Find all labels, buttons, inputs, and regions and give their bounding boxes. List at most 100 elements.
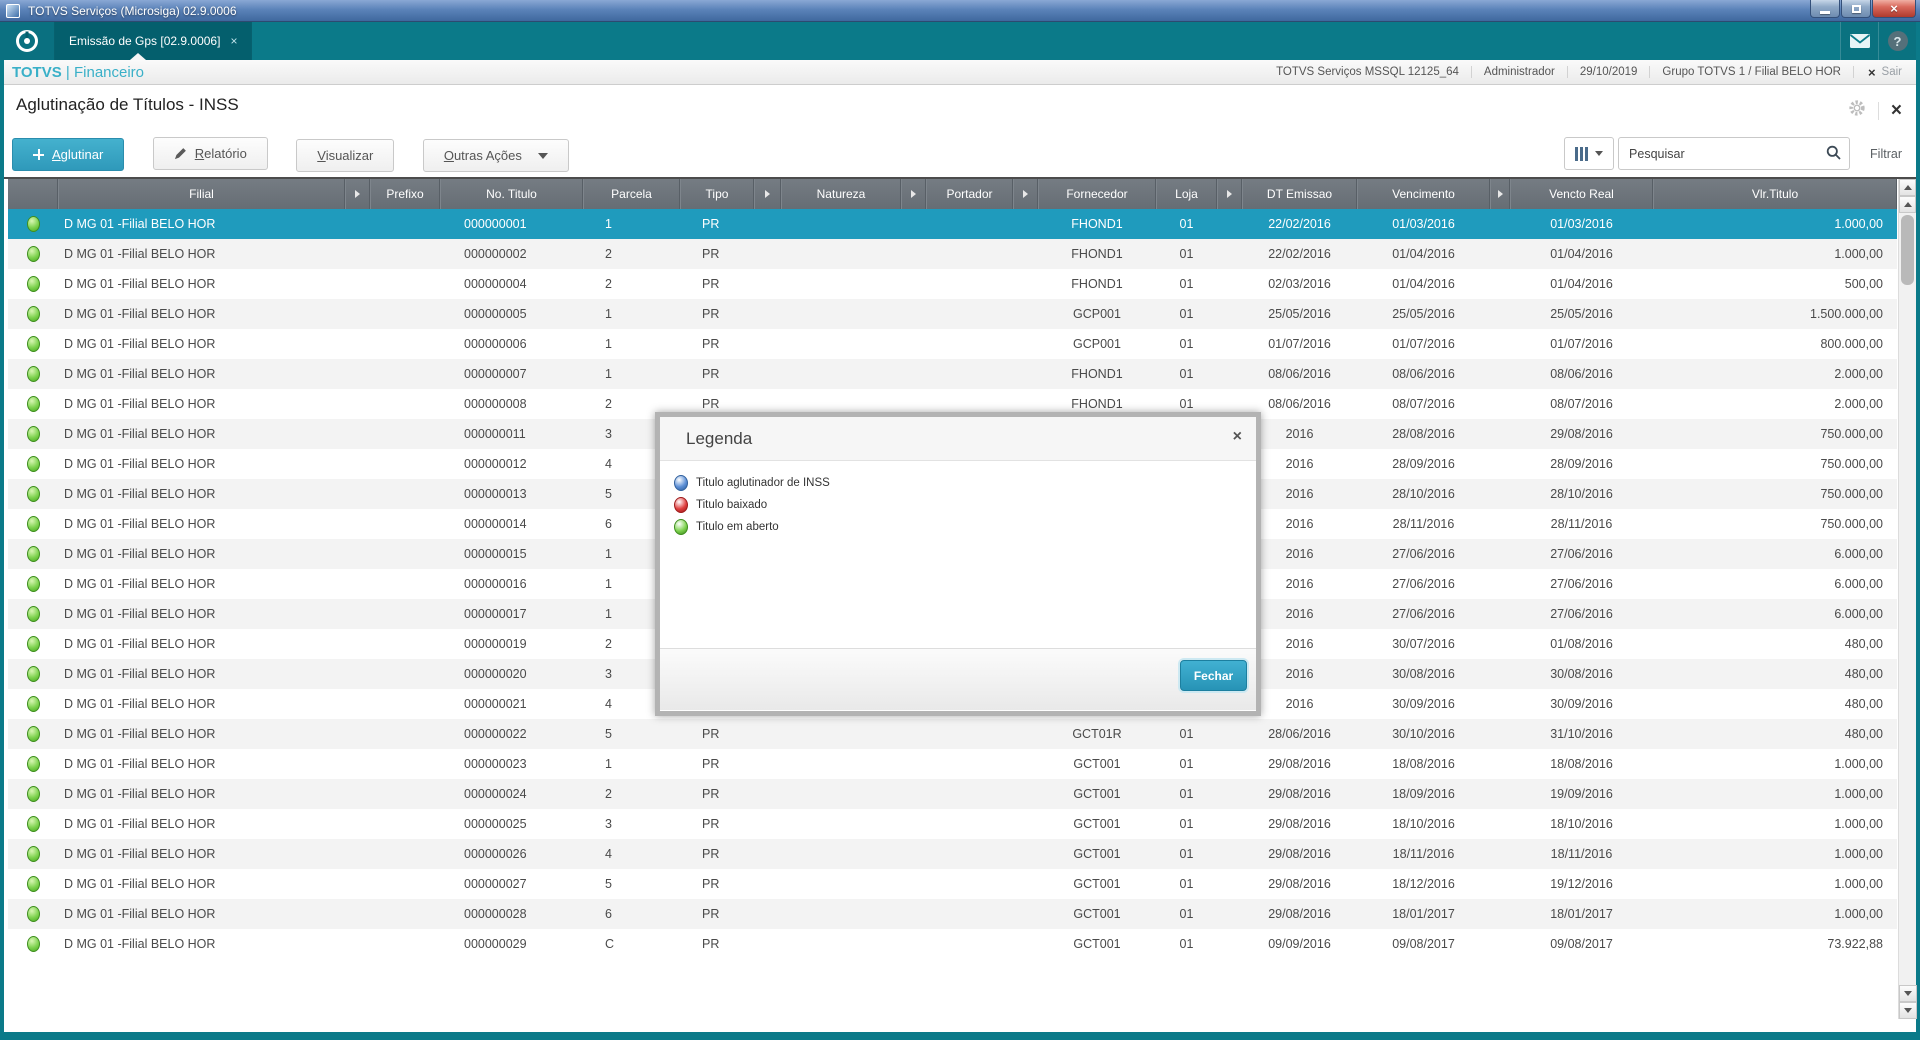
date-label[interactable]: 29/10/2019 (1568, 66, 1651, 78)
table-row[interactable]: D MG 01 -Filial BELO HOR 000000024 2 PR … (8, 779, 1897, 809)
col-header-portador[interactable]: Portador (926, 179, 1013, 209)
table-row[interactable]: D MG 01 -Filial BELO HOR 000000025 3 PR … (8, 809, 1897, 839)
cell-spacer (345, 779, 370, 809)
table-row[interactable]: D MG 01 -Filial BELO HOR 000000002 2 PR … (8, 239, 1897, 269)
col-header-arrow[interactable] (901, 179, 926, 209)
cell-spacer (1490, 539, 1510, 569)
cell-spacer (1490, 209, 1510, 239)
col-header-status[interactable] (8, 179, 58, 209)
col-header-filial[interactable]: Filial (58, 179, 345, 209)
cell-prefixo (370, 359, 440, 389)
col-header-arrow[interactable] (1013, 179, 1038, 209)
cell-filial: D MG 01 -Filial BELO HOR (64, 217, 216, 231)
scroll-down-page-button[interactable] (1899, 985, 1917, 1002)
table-row[interactable]: D MG 01 -Filial BELO HOR 000000027 5 PR … (8, 869, 1897, 899)
vertical-scrollbar[interactable] (1898, 179, 1917, 1019)
col-header-tipo[interactable]: Tipo (680, 179, 754, 209)
cell-filial: D MG 01 -Filial BELO HOR (64, 757, 216, 771)
table-row[interactable]: D MG 01 -Filial BELO HOR 000000023 1 PR … (8, 749, 1897, 779)
cell-status (8, 509, 58, 539)
col-header-natureza[interactable]: Natureza (781, 179, 901, 209)
table-row[interactable]: D MG 01 -Filial BELO HOR 000000005 1 PR … (8, 299, 1897, 329)
status-circle-icon (26, 486, 40, 502)
fechar-button[interactable]: Fechar (1180, 660, 1247, 691)
col-header-prefixo[interactable]: Prefixo (370, 179, 440, 209)
close-routine-button[interactable] (1891, 101, 1902, 120)
cell-spacer (345, 749, 370, 779)
table-row[interactable]: D MG 01 -Filial BELO HOR 000000006 1 PR … (8, 329, 1897, 359)
scroll-up-button[interactable] (1899, 179, 1916, 196)
cell-no-titulo: 000000023 (464, 757, 527, 771)
vertical-scroll-thumb[interactable] (1901, 215, 1914, 285)
cell-vlr-titulo: 1.000,00 (1834, 877, 1883, 891)
cell-vencimento: 01/03/2016 (1392, 217, 1455, 231)
search-input[interactable] (1618, 137, 1851, 170)
table-row[interactable]: D MG 01 -Filial BELO HOR 000000026 4 PR … (8, 839, 1897, 869)
col-header-vencimento[interactable]: Vencimento (1357, 179, 1490, 209)
messages-button[interactable] (1840, 22, 1878, 60)
scroll-up-page-button[interactable] (1899, 196, 1916, 213)
visualizar-button[interactable]: Visualizar (296, 139, 395, 172)
minimize-icon (1820, 10, 1830, 14)
col-header-arrow[interactable] (754, 179, 781, 209)
cell-vencto-real: 09/08/2017 (1550, 937, 1613, 951)
settings-button[interactable] (1848, 99, 1866, 122)
scroll-down-button[interactable] (1899, 1002, 1917, 1019)
relatorio-button[interactable]: Relatório (152, 137, 268, 170)
dialog-close-icon[interactable] (1233, 429, 1242, 445)
filtrar-link[interactable]: Filtrar (1870, 146, 1902, 161)
cell-parcela: 1 (605, 547, 612, 561)
table-row[interactable]: D MG 01 -Filial BELO HOR 000000007 1 PR … (8, 359, 1897, 389)
table-row[interactable]: D MG 01 -Filial BELO HOR 000000028 6 PR … (8, 899, 1897, 929)
col-header-fornecedor[interactable]: Fornecedor (1038, 179, 1156, 209)
cell-dt-emissao: 29/08/2016 (1268, 907, 1331, 921)
search-icon[interactable] (1826, 145, 1842, 166)
content-frame: TOTVS | Financeiro TOTVS Serviços MSSQL … (0, 60, 1920, 1040)
minimize-button[interactable] (1810, 0, 1840, 18)
cell-spacer (345, 329, 370, 359)
cell-spacer (901, 899, 926, 929)
user-label[interactable]: Administrador (1472, 66, 1568, 78)
cell-vencto-real: 31/10/2016 (1550, 727, 1613, 741)
triangle-up-icon (1903, 202, 1912, 207)
status-circle-icon (26, 636, 40, 652)
col-header-arrow[interactable] (1490, 179, 1510, 209)
cell-spacer (1490, 779, 1510, 809)
column-selector-button[interactable] (1564, 137, 1615, 170)
group-branch-label[interactable]: Grupo TOTVS 1 / Filial BELO HOR (1650, 66, 1854, 78)
col-header-vencto-real[interactable]: Vencto Real (1510, 179, 1653, 209)
status-circle-icon (26, 576, 40, 592)
cell-parcela: 4 (605, 457, 612, 471)
cell-filial: D MG 01 -Filial BELO HOR (64, 877, 216, 891)
status-circle-icon (26, 666, 40, 682)
tab-close-icon[interactable] (230, 34, 237, 48)
table-row[interactable]: D MG 01 -Filial BELO HOR 000000022 5 PR … (8, 719, 1897, 749)
col-header-dt-emissao[interactable]: DT Emissao (1242, 179, 1357, 209)
col-header-no-titulo[interactable]: No. Titulo (440, 179, 583, 209)
table-row[interactable]: D MG 01 -Filial BELO HOR 000000001 1 PR … (8, 209, 1897, 239)
cell-status (8, 389, 58, 419)
totvs-logo[interactable] (0, 22, 55, 60)
cell-spacer (1490, 269, 1510, 299)
col-header-arrow[interactable] (1217, 179, 1242, 209)
legend-item-label: Titulo baixado (696, 499, 768, 511)
logout-button[interactable]: Sair (1854, 65, 1910, 80)
restore-button[interactable] (1841, 0, 1871, 18)
aglutinar-button[interactable]: Aglutinar (12, 138, 125, 171)
cell-vencto-real: 01/07/2016 (1550, 337, 1613, 351)
col-header-loja[interactable]: Loja (1156, 179, 1217, 209)
status-circle-icon (26, 396, 40, 412)
cell-vencimento: 01/04/2016 (1392, 277, 1455, 291)
col-header-parcela[interactable]: Parcela (583, 179, 680, 209)
table-row[interactable]: D MG 01 -Filial BELO HOR 000000029 C PR … (8, 929, 1897, 959)
col-header-arrow[interactable] (345, 179, 370, 209)
status-circle-icon (26, 366, 40, 382)
close-window-button[interactable] (1872, 0, 1916, 18)
col-header-vlr-titulo[interactable]: Vlr.Titulo (1653, 179, 1897, 209)
help-button[interactable] (1878, 22, 1916, 60)
tab-emissao-de-gps[interactable]: Emissão de Gps [02.9.0006] (55, 22, 253, 60)
cell-filial: D MG 01 -Filial BELO HOR (64, 337, 216, 351)
table-row[interactable]: D MG 01 -Filial BELO HOR 000000004 2 PR … (8, 269, 1897, 299)
cell-parcela: 5 (605, 727, 612, 741)
outras-acoes-button[interactable]: Outras Ações (422, 139, 569, 172)
